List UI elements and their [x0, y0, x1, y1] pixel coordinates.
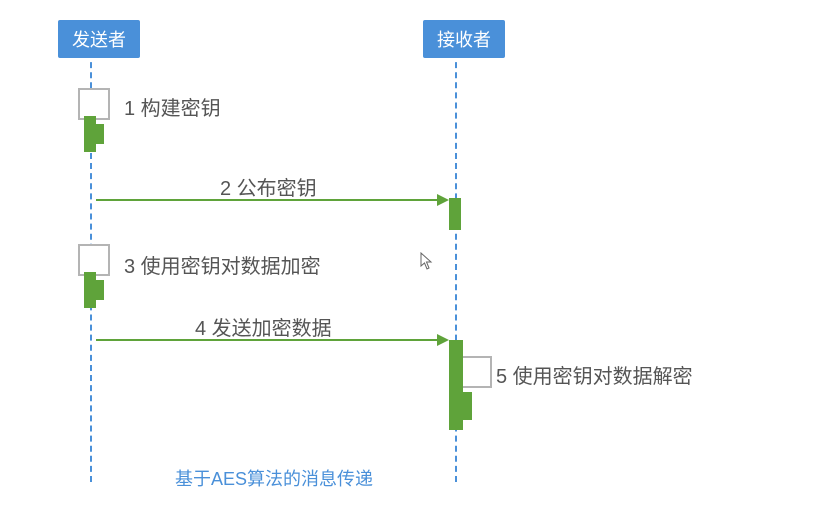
label-m2-text: 2 公布密钥	[220, 178, 317, 200]
label-m5: 5 使用密钥对数据解密	[496, 360, 693, 389]
label-m5-text: 5 使用密钥对数据解密	[496, 366, 693, 388]
label-m3-text: 3 使用密钥对数据加密	[124, 256, 321, 278]
diagram-caption-text: 基于AES算法的消息传递	[175, 469, 373, 489]
label-m1: 1 构建密钥	[124, 92, 221, 121]
label-m1-text: 1 构建密钥	[124, 98, 221, 120]
label-m3: 3 使用密钥对数据加密	[124, 250, 321, 279]
label-m2: 2 公布密钥	[220, 172, 317, 201]
sequence-diagram: { "diagram": { "type": "sequence-diagram…	[0, 0, 833, 511]
label-m4: 4 发送加密数据	[195, 312, 332, 341]
diagram-caption: 基于AES算法的消息传递	[175, 465, 373, 491]
label-m4-text: 4 发送加密数据	[195, 318, 332, 340]
